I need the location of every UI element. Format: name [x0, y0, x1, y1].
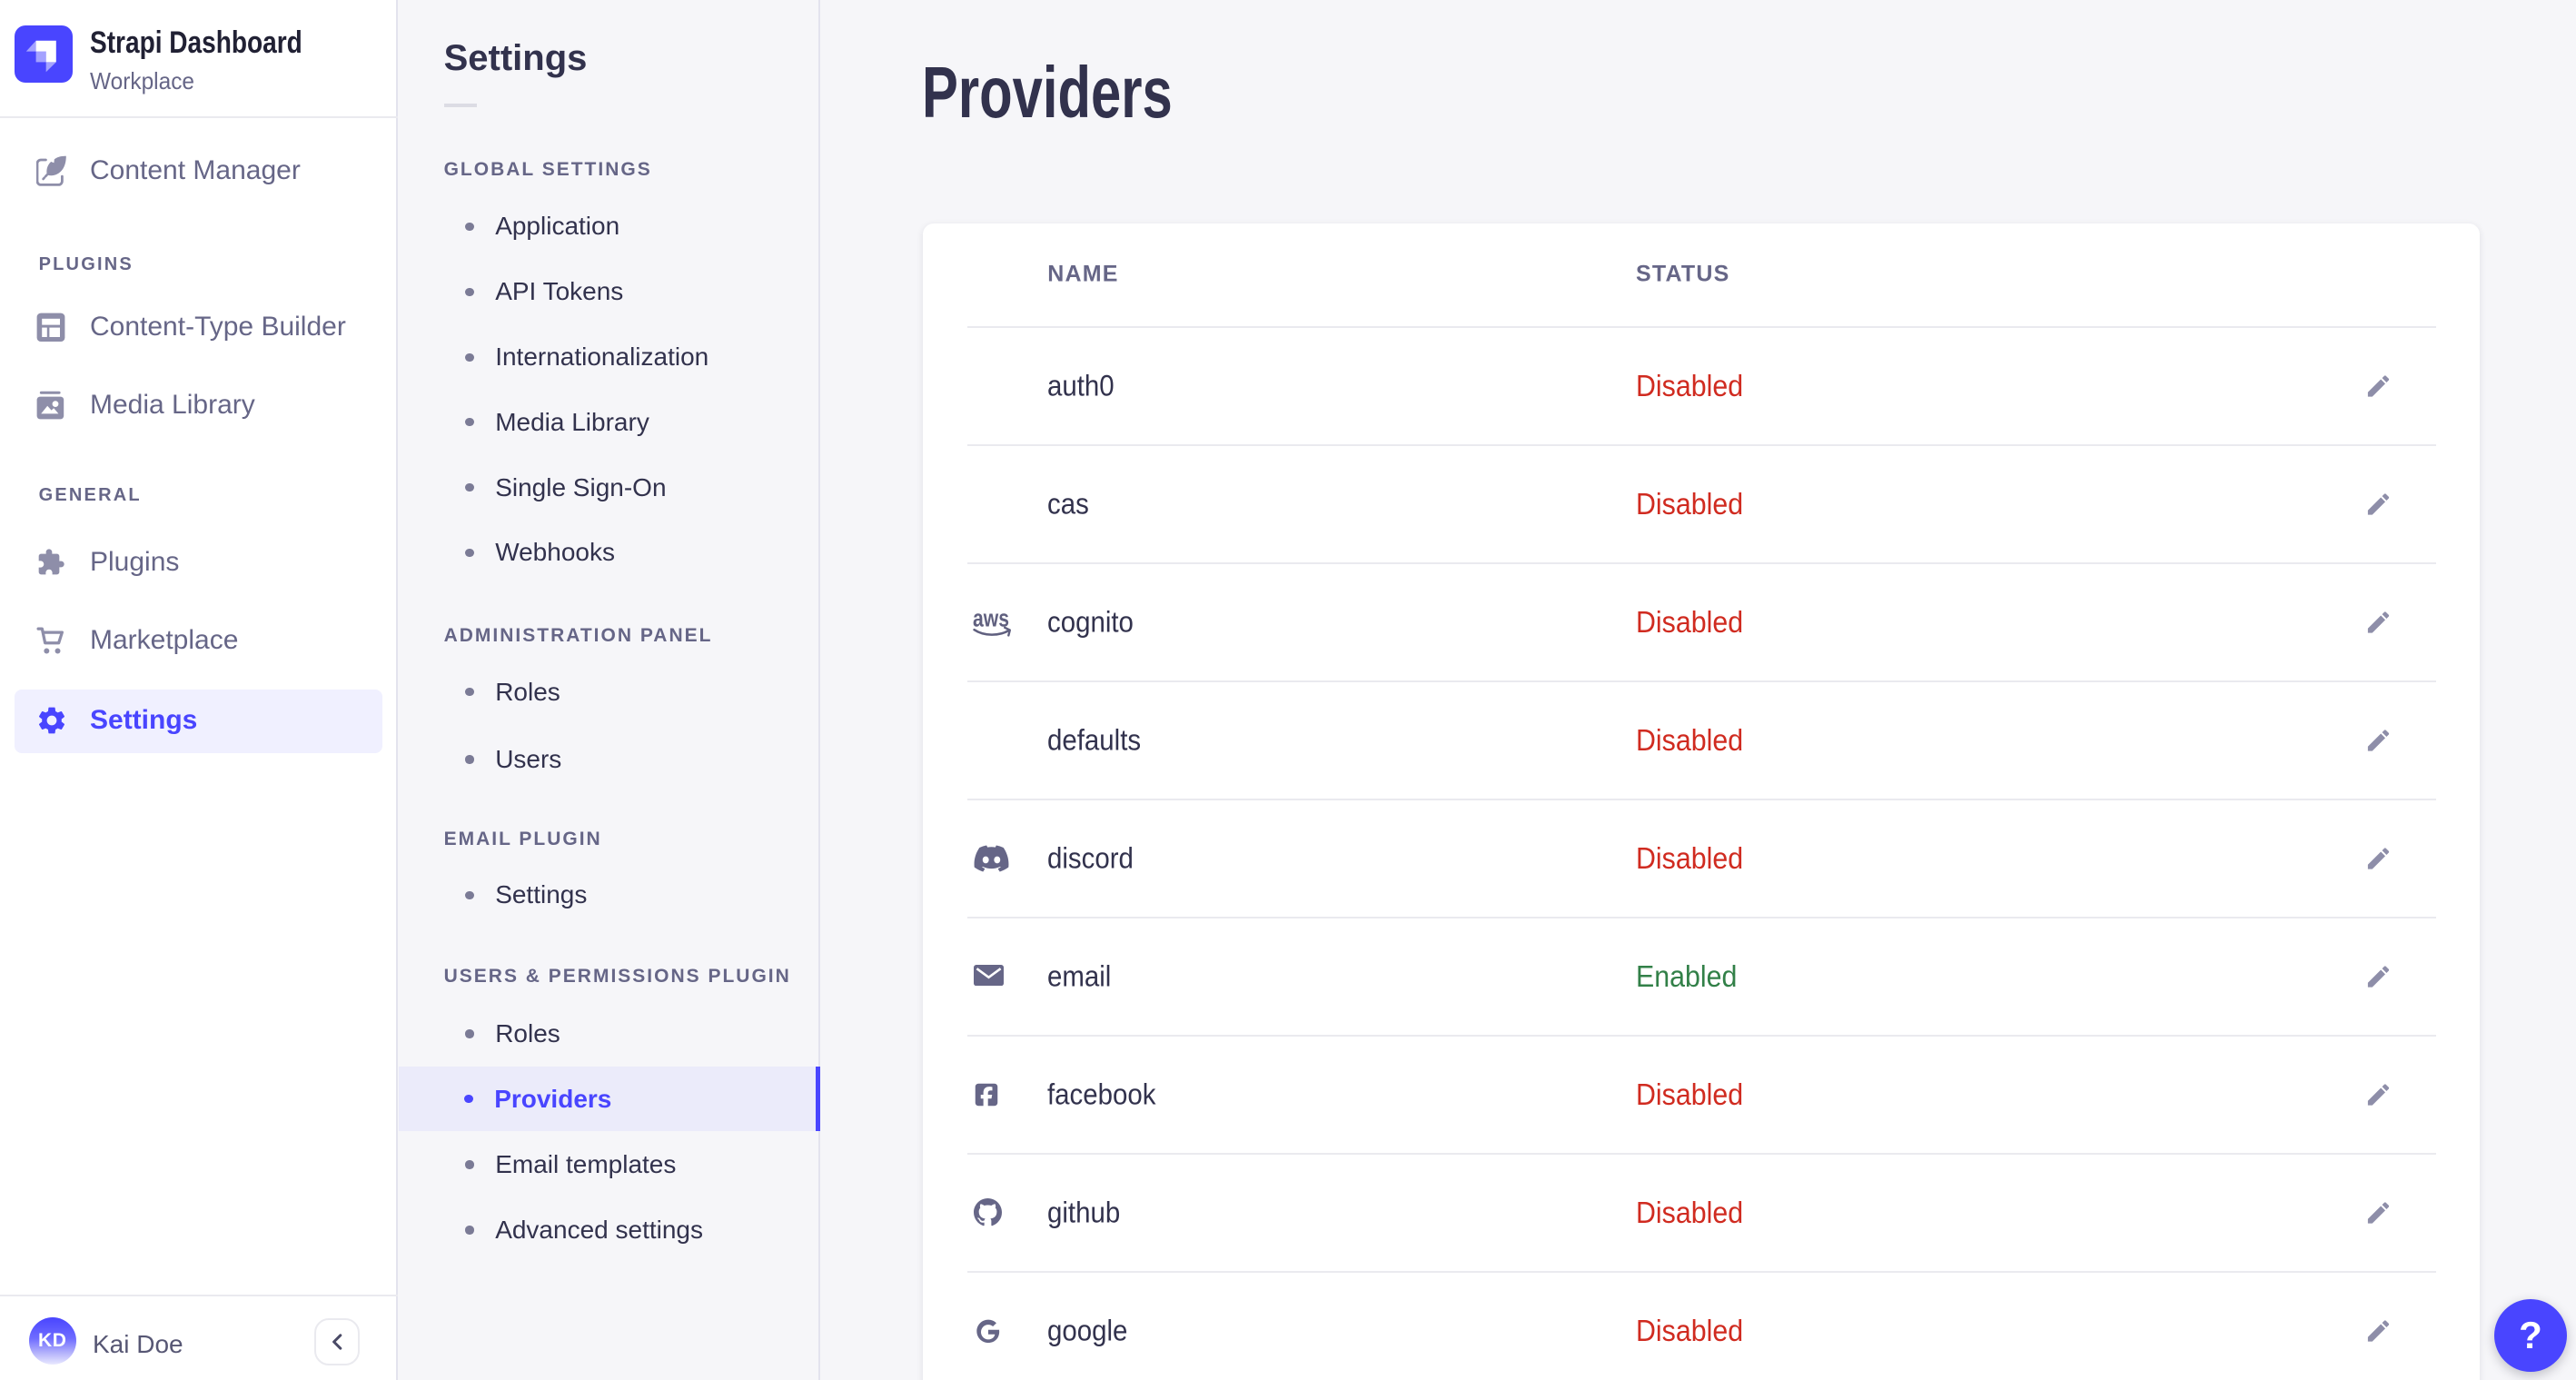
svg-text:aws: aws: [973, 610, 1009, 631]
